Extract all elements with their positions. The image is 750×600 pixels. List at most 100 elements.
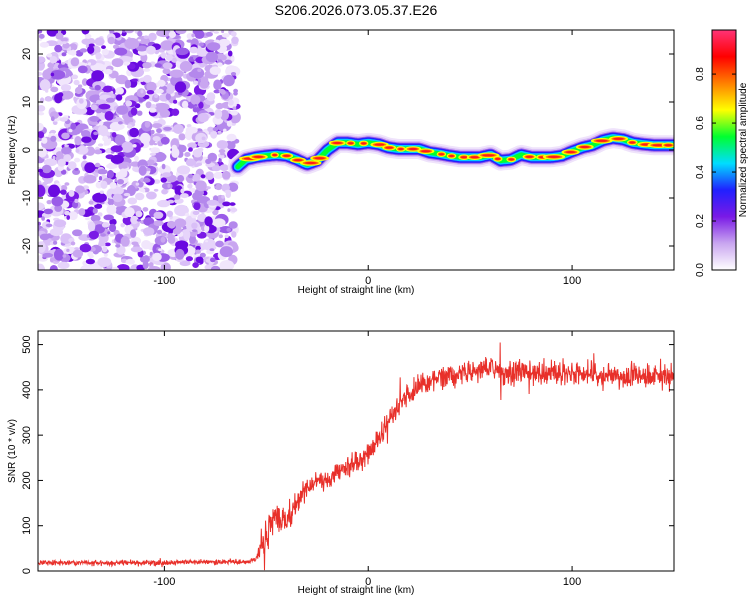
chart-title: S206.2026.073.05.37.E26 [275,2,438,18]
ridge-core [525,155,534,158]
noise-blob [221,33,230,38]
noise-blob [219,260,235,270]
noise-blob [213,246,217,250]
noise-blob [72,168,81,175]
noise-blob [128,63,136,70]
noise-blob [141,188,146,193]
noise-blob [115,94,123,101]
noise-blob [213,79,222,91]
noise-blob [97,125,109,136]
noise-blob [210,257,216,263]
noise-blob [42,252,54,258]
noise-blob [223,128,227,132]
ridge-core [304,161,317,165]
noise-blob [226,227,231,232]
noise-blob [220,109,229,121]
colorbar-tick-label: 0.2 [695,214,706,228]
noise-blob [146,45,156,55]
noise-blob [111,266,120,270]
noise-blob [120,165,128,169]
noise-blob [150,129,155,135]
noise-blob [136,110,143,116]
noise-blob [49,70,66,80]
noise-blob [195,256,204,264]
noise-blob [129,127,140,138]
spectrogram-x-ticks: -100 0 100 [153,30,581,287]
snr-y-tick-label: 100 [21,517,33,535]
noise-blob [228,99,234,106]
noise-blob [127,197,138,205]
noise-blob [144,121,151,128]
noise-blob [101,48,109,56]
ridge-core [361,142,367,145]
noise-blob [98,242,106,247]
noise-blob [226,133,237,142]
noise-blob [88,38,95,41]
noise-blob [70,49,76,56]
noise-blob [177,175,185,183]
noise-blob [124,37,140,50]
noise-blob [50,72,55,77]
noise-blob [78,208,86,216]
noise-blob [162,172,172,178]
noise-blob [143,74,152,83]
noise-blob [227,182,239,192]
noise-blob [94,162,101,168]
snr-y-tick-label: 300 [21,426,33,444]
noise-blob [191,229,198,233]
noise-blob [88,175,95,180]
noise-blob [194,104,198,107]
noise-blob [217,62,223,67]
noise-blob [148,262,154,268]
snr-plot: -100 0 100 0 100 200 300 400 500 Height of stra… [7,330,675,596]
noise-blob [231,231,237,238]
noise-blob [149,152,156,156]
noise-blob [174,204,189,217]
snr-y-tick-label: 400 [21,381,33,399]
noise-blob [57,261,70,269]
ridge-core [629,141,636,144]
noise-blob [156,30,172,38]
noise-blob [220,54,227,61]
ridge-core [664,144,672,147]
noise-blob [143,227,155,236]
noise-blob [166,87,175,94]
noise-blob [61,169,67,175]
noise-blob [106,204,117,215]
noise-blob [216,227,221,232]
noise-blob [101,45,106,49]
noise-blob [38,263,45,270]
noise-blob [100,259,108,268]
noise-blob [199,80,209,89]
ridge-core [482,154,495,157]
noise-blob [206,199,219,206]
noise-blob [109,218,117,226]
noise-blob [142,261,149,269]
noise-blob [117,179,124,185]
noise-blob [94,203,103,209]
colorbar-frame [711,29,737,271]
snr-x-tick-label: 0 [365,576,371,588]
noise-blob [146,191,157,200]
noise-blob [94,224,105,234]
noise-blob [174,81,187,93]
noise-blob [77,65,88,74]
noise-blob [195,180,207,192]
noise-blob [185,126,198,134]
noise-blob [68,128,73,133]
noise-blob [196,162,203,166]
noise-blob [84,33,92,39]
noise-blob [213,89,221,94]
noise-blob [219,246,234,258]
noise-blob [125,258,135,265]
noise-blob [204,198,209,202]
noise-blob [111,58,124,68]
noise-blob [108,223,117,233]
noise-blob [218,149,226,154]
noise-blob [221,195,225,199]
noise-blob [81,130,91,138]
noise-blob [222,170,231,180]
noise-blob [114,47,128,56]
noise-blob [175,30,187,35]
noise-blob [215,102,224,110]
